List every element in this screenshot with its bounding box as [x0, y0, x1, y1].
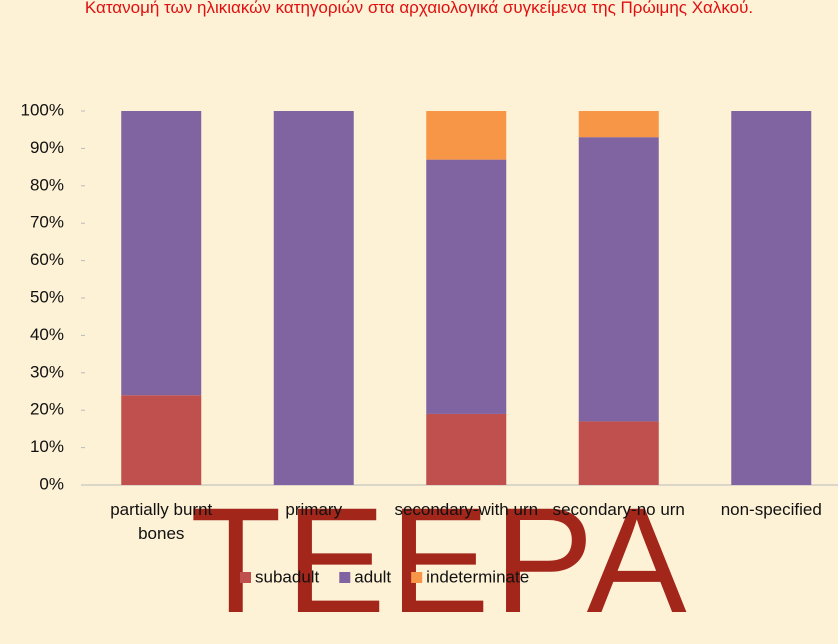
bar-segment [578, 421, 659, 485]
bar-segment [578, 137, 659, 422]
bar-segment [731, 111, 812, 485]
bar-segment [273, 111, 354, 485]
x-tick-label: primary [285, 500, 343, 519]
x-tick-label: non-specified [720, 500, 822, 519]
chart-title: Κατανομή των ηλικιακών κατηγοριών στα αρ… [84, 0, 754, 17]
bar-segment [426, 111, 507, 160]
legend-label: adult [354, 567, 391, 586]
legend-label: indeterminate [426, 567, 529, 586]
chart: 0% 10% 20% 30% 40% 50% 60% 70% 80% 90% 100% subadul… [21, 100, 838, 586]
legend-swatch [339, 572, 351, 583]
y-tick-label: 70% [30, 213, 64, 232]
x-tick-label: secondary-with urn [394, 500, 539, 519]
legend-swatch [240, 572, 251, 583]
bar-segment [121, 395, 202, 485]
y-tick-label: 90% [30, 138, 64, 157]
legend-swatch [411, 572, 423, 583]
x-tick-label: secondary-no urn [552, 500, 685, 519]
y-tick-label: 80% [30, 175, 64, 194]
y-tick-label: 0% [39, 474, 64, 493]
y-tick-label: 60% [30, 250, 64, 269]
y-tick-label: 40% [30, 325, 64, 344]
x-tick-label: partially burnt bones [110, 500, 213, 543]
legend-label: subadult [255, 567, 320, 586]
y-tick-label: 20% [30, 400, 64, 419]
bar-segment [578, 111, 659, 138]
y-tick-label: 10% [30, 437, 64, 456]
bar-segment [426, 159, 507, 414]
y-tick-label: 100% [21, 100, 64, 119]
page: TEEPA 0% 10% 20% 30% 40% 50% 60% 70% 80% 90% 100% s… [20, 0, 838, 635]
bar-segment [121, 111, 202, 396]
bar-segment [426, 413, 507, 485]
y-tick-label: 50% [30, 287, 64, 306]
y-tick-label: 30% [30, 362, 64, 381]
